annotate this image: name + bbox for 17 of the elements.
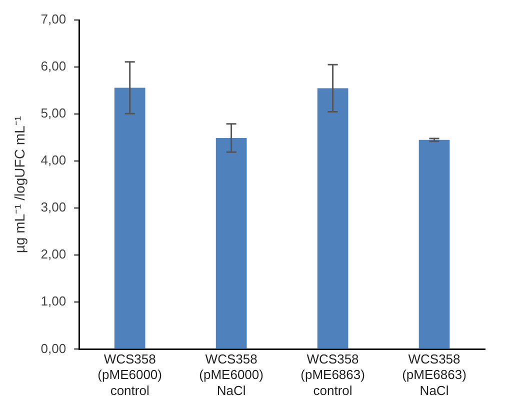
y-tick-label: 7,00 bbox=[40, 12, 66, 27]
y-tick-label: 5,00 bbox=[40, 106, 66, 121]
x-tick-label: WCS358 (pME6863) NaCl bbox=[402, 352, 466, 398]
y-axis-title: µg mL⁻¹ /logUFC mL⁻¹ bbox=[11, 116, 28, 254]
y-tick-label: 6,00 bbox=[40, 58, 66, 74]
x-tick-label: WCS358 (pME6000) NaCl bbox=[199, 352, 264, 398]
bar bbox=[114, 88, 146, 349]
y-tick-label: 4,00 bbox=[40, 152, 66, 168]
x-tick-label: WCS358 (pME6000) control bbox=[98, 352, 162, 398]
y-tick-label: 1,00 bbox=[40, 294, 66, 309]
y-tick-label: 0,00 bbox=[40, 340, 66, 356]
bar bbox=[216, 138, 247, 349]
y-tick-label: 2,00 bbox=[40, 246, 66, 262]
x-tick-label: WCS358 (pME6863) control bbox=[300, 352, 365, 398]
bar bbox=[418, 140, 450, 349]
bar bbox=[317, 88, 348, 349]
y-tick-label: 3,00 bbox=[40, 200, 66, 215]
